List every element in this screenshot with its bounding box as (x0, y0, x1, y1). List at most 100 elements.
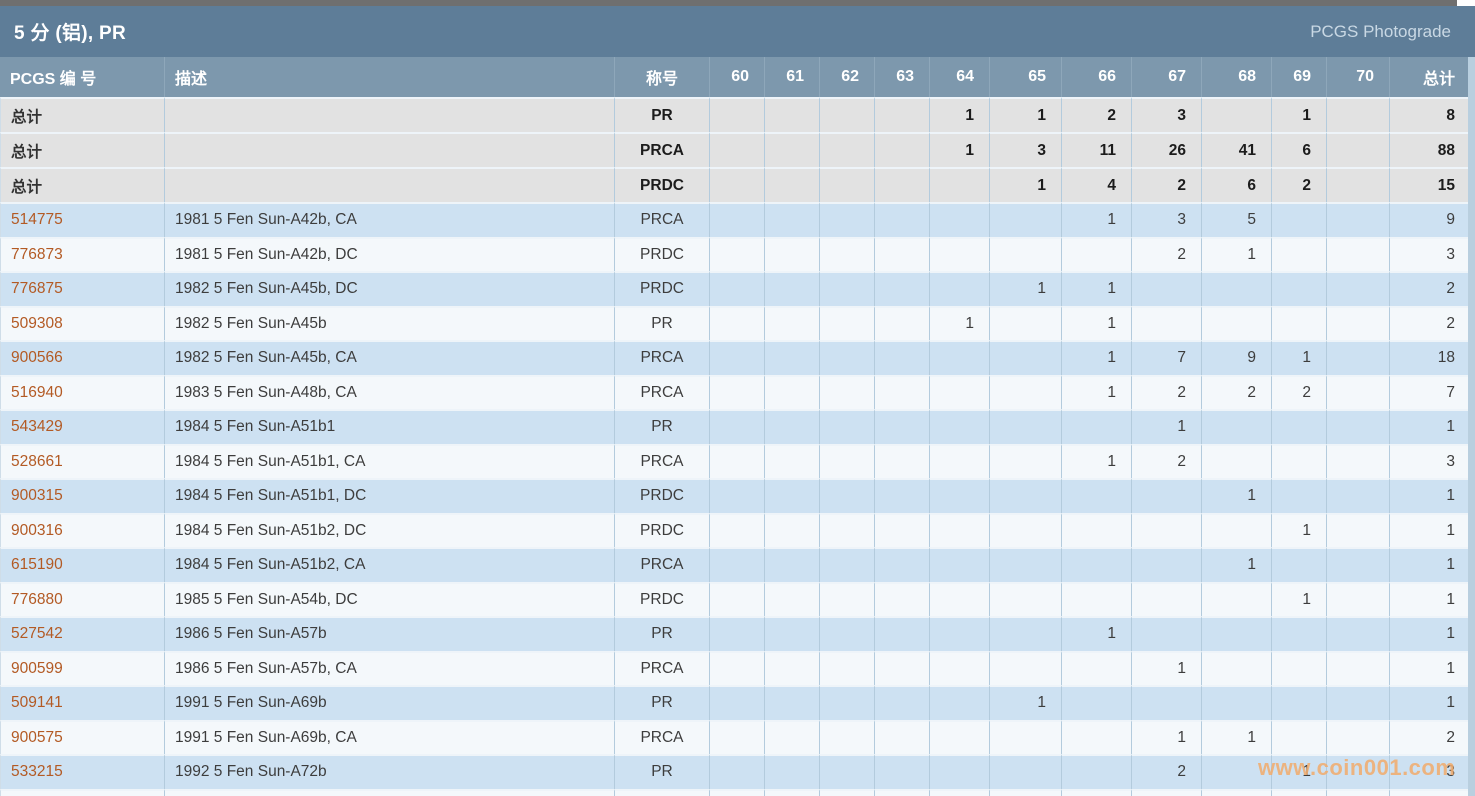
grade-cell (710, 512, 765, 547)
grade-cell (1272, 685, 1327, 720)
pcgs-number-link[interactable]: 509141 (11, 694, 63, 712)
grade-cell (1062, 512, 1132, 547)
table-row: 528661 1984 5 Fen Sun-A51b1, CA PRCA 1 2 3 (0, 443, 1468, 478)
grade-cell: 1 (1062, 305, 1132, 340)
pcgs-number-link[interactable]: 516940 (11, 383, 63, 401)
grade-cell (1132, 616, 1202, 651)
grade-cell (1202, 97, 1272, 132)
grade-cell (765, 340, 820, 375)
grade-cell (875, 754, 930, 789)
grade-cell: 2 (1062, 97, 1132, 132)
grade-cell (765, 512, 820, 547)
grade-cell (1327, 478, 1390, 513)
description-cell: 1992 5 Fen Sun-A72b (165, 754, 615, 789)
grade-cell (1132, 547, 1202, 582)
pcgs-number-link[interactable]: 776873 (11, 245, 63, 263)
grade-cell (710, 97, 765, 132)
grade-cell (875, 581, 930, 616)
designation-cell: PRCA (615, 340, 710, 375)
pcgs-number-link[interactable]: 900316 (11, 521, 63, 539)
table-row: 776880 1985 5 Fen Sun-A54b, DC PRDC 1 1 (0, 581, 1468, 616)
pcgs-number-link[interactable]: 900575 (11, 728, 63, 746)
grade-cell (1327, 167, 1390, 202)
pcgs-number-link[interactable]: 528661 (11, 452, 63, 470)
pcgs-number-link[interactable]: 543429 (11, 418, 63, 436)
grade-cell (930, 616, 990, 651)
grade-cell (875, 443, 930, 478)
grade-cell (990, 374, 1062, 409)
column-header-designation: 称号 (615, 57, 710, 97)
total-row-description (165, 97, 615, 132)
pcgs-number-link[interactable]: 615190 (11, 556, 63, 574)
pcgs-number-cell: 776875 (0, 271, 165, 306)
pcgs-number-link[interactable]: 514775 (11, 211, 63, 229)
grade-cell (1062, 581, 1132, 616)
grade-cell: 2 (1272, 167, 1327, 202)
grade-cell (990, 409, 1062, 444)
grade-cell (765, 443, 820, 478)
pcgs-number-link[interactable]: 776880 (11, 590, 63, 608)
grade-cell (710, 581, 765, 616)
grade-cell (710, 202, 765, 237)
pcgs-number-link[interactable]: 776875 (11, 280, 63, 298)
grade-cell (1062, 650, 1132, 685)
grade-cell (1132, 685, 1202, 720)
designation-cell: PRDC (615, 236, 710, 271)
grade-cell (765, 685, 820, 720)
grade-cell: 1 (990, 685, 1062, 720)
designation-cell: PR (615, 754, 710, 789)
total-cell: 1 (1390, 409, 1468, 444)
grade-cell: 7 (1132, 340, 1202, 375)
grade-cell: 1 (930, 305, 990, 340)
total-cell: 2 (1390, 719, 1468, 754)
designation-cell: PRDC (615, 167, 710, 202)
grade-cell (875, 132, 930, 167)
grade-cell (1202, 271, 1272, 306)
description-cell: 1982 5 Fen Sun-A45b, CA (165, 340, 615, 375)
table-row: 900599 1986 5 Fen Sun-A57b, CA PRCA 1 1 (0, 650, 1468, 685)
grade-cell: 1 (1132, 650, 1202, 685)
pcgs-number-link[interactable]: 509308 (11, 314, 63, 332)
description-cell: 1984 5 Fen Sun-A51b1, CA (165, 443, 615, 478)
grade-cell (710, 547, 765, 582)
grade-cell (820, 97, 875, 132)
pcgs-number-link[interactable]: 900315 (11, 487, 63, 505)
pcgs-number-link[interactable]: 900599 (11, 659, 63, 677)
column-header-grade-61: 61 (765, 57, 820, 97)
pcgs-number-link[interactable]: 527542 (11, 625, 63, 643)
pcgs-number-link[interactable]: 900566 (11, 349, 63, 367)
pcgs-number-cell: 776873 (0, 236, 165, 271)
designation-cell: PR (615, 409, 710, 444)
grade-cell (1327, 409, 1390, 444)
column-header-grade-64: 64 (930, 57, 990, 97)
pcgs-number-link[interactable]: 533215 (11, 763, 63, 781)
grade-cell (930, 236, 990, 271)
partial-cell (875, 788, 930, 796)
designation-cell: PRDC (615, 512, 710, 547)
grade-cell: 1 (1132, 719, 1202, 754)
grade-cell (710, 132, 765, 167)
description-cell: 1983 5 Fen Sun-A48b, CA (165, 374, 615, 409)
grade-cell: 2 (1132, 754, 1202, 789)
column-header-grade-65: 65 (990, 57, 1062, 97)
pcgs-number-cell: 900316 (0, 512, 165, 547)
grade-cell (1327, 340, 1390, 375)
table-row: 615190 1984 5 Fen Sun-A51b2, CA PRCA 1 1 (0, 547, 1468, 582)
grade-cell (930, 754, 990, 789)
photograde-link[interactable]: PCGS Photograde (1310, 21, 1451, 41)
grade-cell (820, 409, 875, 444)
partial-cell (710, 788, 765, 796)
grade-cell: 1 (1202, 236, 1272, 271)
grade-cell: 1 (1062, 340, 1132, 375)
description-cell: 1984 5 Fen Sun-A51b2, DC (165, 512, 615, 547)
grade-cell (820, 236, 875, 271)
table-row: 543429 1984 5 Fen Sun-A51b1 PR 1 1 (0, 409, 1468, 444)
grade-cell (1272, 547, 1327, 582)
designation-cell: PR (615, 685, 710, 720)
column-header-grade-66: 66 (1062, 57, 1132, 97)
grade-cell (1272, 236, 1327, 271)
description-cell: 1981 5 Fen Sun-A42b, DC (165, 236, 615, 271)
grade-cell (710, 236, 765, 271)
designation-cell: PRDC (615, 271, 710, 306)
grade-cell: 2 (1132, 167, 1202, 202)
